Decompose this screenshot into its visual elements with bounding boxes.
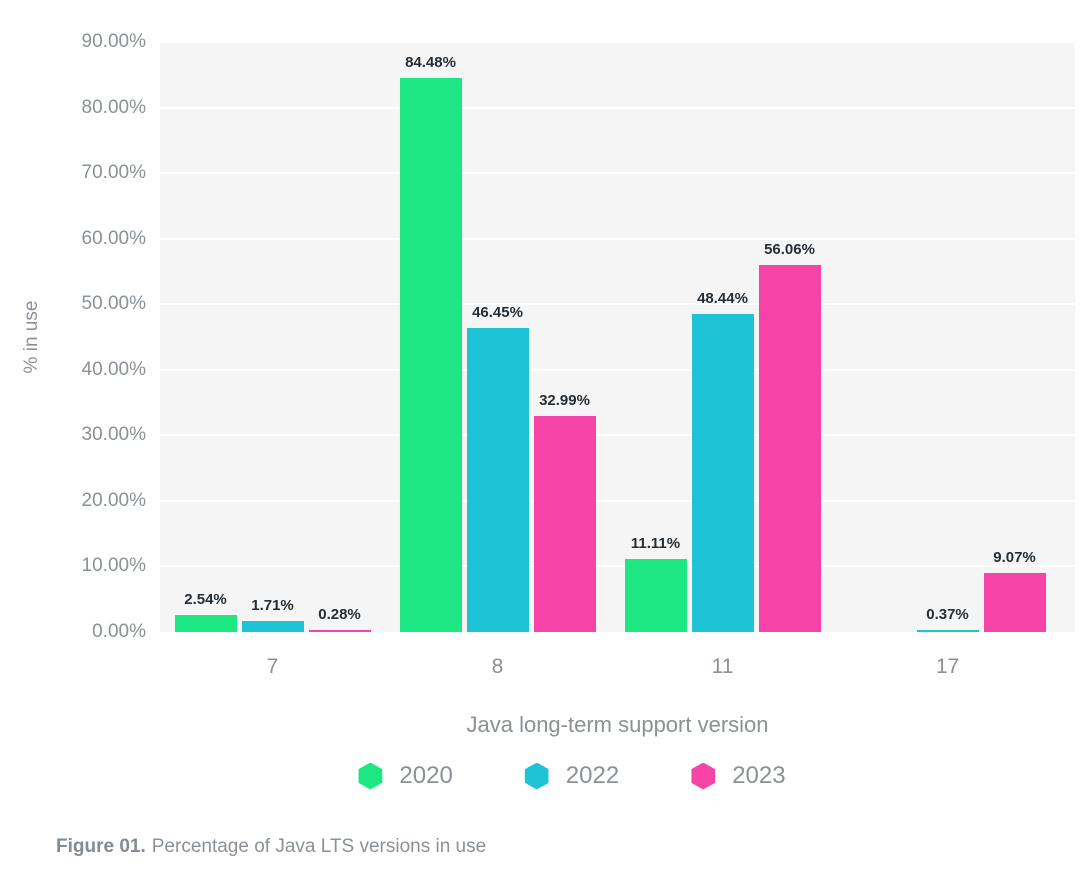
bar-fill [308,630,371,632]
y-tick-label: 20.00% [81,489,146,511]
bar-fill [624,559,687,632]
bar-value-label: 32.99% [539,391,590,409]
bar-group-8: 84.48% 46.45% 32.99% [385,42,610,632]
bar-group-11: 11.11% 48.44% 56.06% [610,42,835,632]
gridline [160,368,1075,371]
bar-fill [983,572,1046,632]
y-tick-label: 80.00% [81,96,146,118]
bar-fill [916,629,979,632]
bar-group-17: 0.37% 9.07% [835,42,1060,632]
y-axis-ticks: 0.00% 10.00% 20.00% 30.00% 40.00% 50.00% 60.00… [0,31,152,642]
legend-item-2023: 2023 [691,762,786,790]
gridline [160,499,1075,502]
bar-fill [241,620,304,632]
y-tick-label: 70.00% [81,162,146,184]
x-tick-label-11: 11 [711,655,734,678]
y-tick-label: 30.00% [81,424,146,446]
bar-fill [174,615,237,632]
x-tick-label-17: 17 [935,655,960,678]
bar-value-label: 2.54% [184,591,227,609]
gridline [160,172,1075,175]
bar-value-label: 11.11% [630,535,681,553]
plot-area: 2.54% 1.71% 0.28% 84.48% 46.45% 32.99% 11.11% 4… [160,41,1075,632]
figure-caption-text: Percentage of Java LTS versions in use [151,836,487,857]
bar-2023-java11: 56.06% [758,42,821,632]
y-tick-label: 0.00% [92,621,146,642]
bar-fill [466,327,529,632]
y-tick-label: 40.00% [81,358,146,380]
bar-value-label: 9.07% [993,548,1036,566]
gridline [160,303,1075,306]
bar-value-label: 84.48% [405,54,456,72]
bar-2020-java11: 11.11% [624,42,687,632]
bar-value-label: 48.44% [697,290,748,308]
bar-group-7: 2.54% 1.71% 0.28% [160,42,385,632]
figure-caption: Figure 01. Percentage of Java LTS version… [56,836,486,858]
bar-2023-java17: 9.07% [983,42,1046,632]
legend-label: 2022 [565,762,620,789]
legend-item-2020: 2020 [358,762,453,790]
bar-2022-java11: 48.44% [691,42,754,632]
legend: 2020 2022 2023 [358,762,786,790]
bar-2020-java17 [850,42,912,632]
hexagon-swatch-icon [358,762,383,790]
gridline [160,565,1075,568]
bar-2020-java7: 2.54% [174,42,237,632]
bar-2022-java7: 1.71% [241,42,304,632]
x-tick-label-7: 7 [266,655,279,678]
figure-caption-prefix: Figure 01. [56,836,146,857]
bar-value-label: 0.37% [926,605,969,623]
legend-item-2022: 2022 [524,762,620,790]
bar-2023-java8: 32.99% [533,42,596,632]
legend-label: 2020 [399,762,453,789]
x-tick-label-8: 8 [491,655,504,678]
gridline [160,434,1075,437]
x-axis-ticks: 7 8 11 17 [0,655,1080,685]
bar-value-label: 1.71% [251,596,294,614]
bar-fill [533,415,596,632]
y-tick-label: 50.00% [81,293,146,315]
bar-2022-java17: 0.37% [916,42,979,632]
bar-fill [691,314,754,632]
x-axis-title: Java long-term support version [466,712,769,737]
bar-value-label: 56.06% [764,240,815,258]
bar-value-label: 46.45% [472,303,523,321]
legend-label: 2023 [732,762,786,789]
bar-value-label: 0.28% [318,606,361,624]
hexagon-swatch-icon [524,762,549,790]
bar-2020-java8: 84.48% [399,42,462,632]
bar-fill [758,264,821,632]
bar-2022-java8: 46.45% [466,42,529,632]
y-tick-label: 90.00% [81,31,146,52]
y-tick-label: 10.00% [81,555,146,577]
bar-fill [399,78,462,632]
hexagon-swatch-icon [691,762,716,790]
gridline [160,106,1075,109]
y-tick-label: 60.00% [81,227,146,249]
gridline [160,237,1075,240]
bar-2023-java7: 0.28% [308,42,371,632]
gridline [160,41,1075,43]
